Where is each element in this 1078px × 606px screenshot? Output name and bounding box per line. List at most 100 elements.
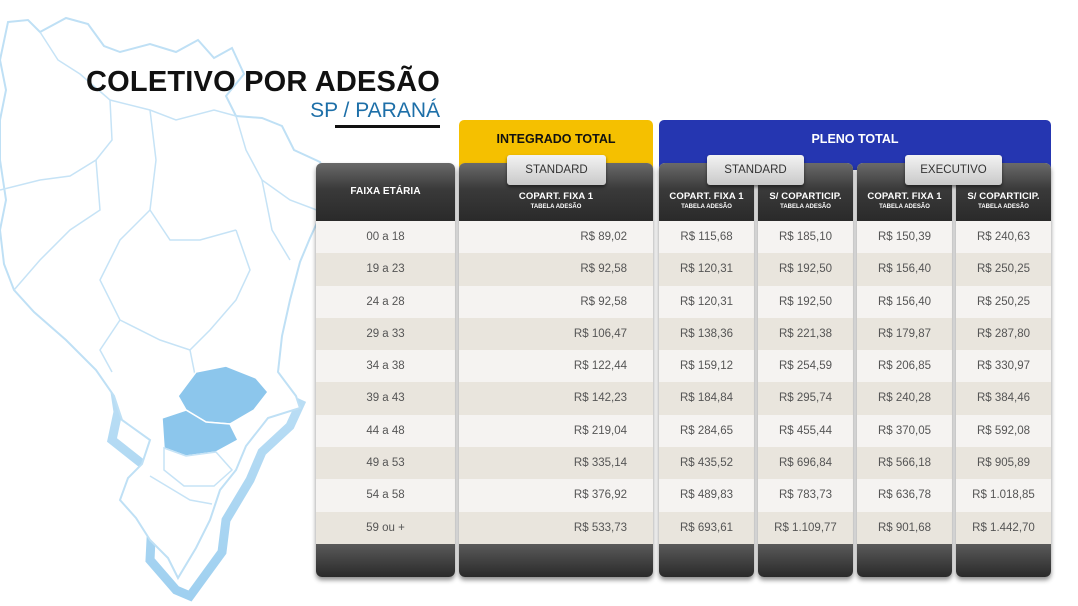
price-cell: R$ 120,31 xyxy=(659,253,754,286)
column-pleno-standard-copart: COPART. FIXA 1 TABELA ADESÃO R$ 115,68 R$… xyxy=(659,163,754,577)
price-cell: R$ 179,87 xyxy=(857,317,952,351)
price-cell: R$ 335,14 xyxy=(459,447,653,480)
price-cell: R$ 901,68 xyxy=(857,511,952,544)
pleno-exe-scopart-sub: TABELA ADESÃO xyxy=(978,204,1029,210)
column-faixa-etaria: FAIXA ETÁRIA 00 a 18 19 a 23 24 a 28 29 a 3… xyxy=(316,163,455,577)
age-range-cell: 29 a 33 xyxy=(316,317,455,351)
pleno-exe-copart-label: COPART. FIXA 1 xyxy=(867,191,942,202)
price-cell: R$ 1.442,70 xyxy=(956,511,1051,544)
pleno-exe-scopart-footer xyxy=(956,544,1051,577)
price-cell: R$ 106,47 xyxy=(459,317,653,351)
pleno-exe-scopart-body: R$ 240,63 R$ 250,25 R$ 250,25 R$ 287,80 R$ 3… xyxy=(956,221,1051,544)
integrado-header-label: COPART. FIXA 1 xyxy=(518,191,594,202)
pleno-exe-copart-sub: TABELA ADESÃO xyxy=(879,204,930,210)
pleno-std-scopart-header: S/ COPARTICIP. TABELA ADESÃO xyxy=(758,163,853,221)
price-cell: R$ 138,36 xyxy=(659,317,754,351)
age-range-cell: 19 a 23 xyxy=(316,253,455,286)
price-cell: R$ 206,85 xyxy=(857,350,952,383)
faixa-header-label: FAIXA ETÁRIA xyxy=(350,186,421,197)
price-cell: R$ 185,10 xyxy=(758,221,853,254)
age-range-cell: 49 a 53 xyxy=(316,447,455,480)
faixa-header: FAIXA ETÁRIA xyxy=(316,163,455,221)
price-cell: R$ 1.109,77 xyxy=(758,511,853,544)
price-cell: R$ 115,68 xyxy=(659,221,754,254)
price-cell: R$ 696,84 xyxy=(758,447,853,480)
title-block: COLETIVO POR ADESÃO SP / PARANÁ xyxy=(86,66,440,128)
faixa-body: 00 a 18 19 a 23 24 a 28 29 a 33 34 a 38 39 a … xyxy=(316,221,455,544)
age-range-cell: 59 ou + xyxy=(316,511,455,544)
band-integrado-label: INTEGRADO TOTAL xyxy=(496,132,616,146)
band-pleno-label: PLENO TOTAL xyxy=(811,132,899,146)
column-pleno-executivo-scopart: S/ COPARTICIP. TABELA ADESÃO R$ 240,63 R$… xyxy=(956,163,1051,577)
price-cell: R$ 92,58 xyxy=(459,285,653,318)
pleno-std-scopart-footer xyxy=(758,544,853,577)
price-cell: R$ 376,92 xyxy=(459,479,653,512)
price-cell: R$ 192,50 xyxy=(758,285,853,318)
brazil-map-icon xyxy=(0,16,330,602)
pleno-exe-scopart-label: S/ COPARTICIP. xyxy=(967,191,1040,202)
price-cell: R$ 120,31 xyxy=(659,285,754,318)
price-cell: R$ 250,25 xyxy=(956,285,1051,318)
tab-pleno-executivo: EXECUTIVO xyxy=(905,155,1002,185)
pleno-std-copart-sub: TABELA ADESÃO xyxy=(681,204,732,210)
column-pleno-executivo-copart: COPART. FIXA 1 TABELA ADESÃO R$ 150,39 R$… xyxy=(857,163,952,577)
integrado-header-sub: TABELA ADESÃO xyxy=(530,204,582,210)
age-range-cell: 39 a 43 xyxy=(316,382,455,415)
pleno-std-scopart-body: R$ 185,10 R$ 192,50 R$ 192,50 R$ 221,38 R$ 2… xyxy=(758,221,853,544)
integrado-footer xyxy=(459,544,653,577)
price-cell: R$ 221,38 xyxy=(758,317,853,351)
price-cell: R$ 566,18 xyxy=(857,447,952,480)
column-integrado-standard: COPART. FIXA 1 TABELA ADESÃO R$ 89,02 R$ … xyxy=(459,163,653,577)
pleno-std-copart-label: COPART. FIXA 1 xyxy=(669,191,744,202)
price-cell: R$ 783,73 xyxy=(758,479,853,512)
price-cell: R$ 435,52 xyxy=(659,447,754,480)
price-cell: R$ 489,83 xyxy=(659,479,754,512)
pleno-std-scopart-label: S/ COPARTICIP. xyxy=(769,191,842,202)
page-subtitle: SP / PARANÁ xyxy=(310,99,440,122)
faixa-footer xyxy=(316,544,455,577)
price-cell: R$ 240,28 xyxy=(857,382,952,415)
price-cell: R$ 156,40 xyxy=(857,285,952,318)
price-cell: R$ 240,63 xyxy=(956,221,1051,254)
price-cell: R$ 159,12 xyxy=(659,350,754,383)
age-range-cell: 00 a 18 xyxy=(316,221,455,254)
pleno-exe-copart-footer xyxy=(857,544,952,577)
page-title: COLETIVO POR ADESÃO xyxy=(86,66,440,98)
age-range-cell: 34 a 38 xyxy=(316,350,455,383)
age-range-cell: 44 a 48 xyxy=(316,414,455,448)
price-cell: R$ 287,80 xyxy=(956,317,1051,351)
price-cell: R$ 254,59 xyxy=(758,350,853,383)
price-cell: R$ 1.018,85 xyxy=(956,479,1051,512)
price-cell: R$ 370,05 xyxy=(857,414,952,448)
pleno-std-copart-footer xyxy=(659,544,754,577)
price-cell: R$ 384,46 xyxy=(956,382,1051,415)
price-cell: R$ 295,74 xyxy=(758,382,853,415)
price-cell: R$ 89,02 xyxy=(459,221,653,254)
price-cell: R$ 184,84 xyxy=(659,382,754,415)
price-cell: R$ 122,44 xyxy=(459,350,653,383)
title-underline xyxy=(335,125,440,128)
price-cell: R$ 636,78 xyxy=(857,479,952,512)
price-cell: R$ 330,97 xyxy=(956,350,1051,383)
age-range-cell: 54 a 58 xyxy=(316,479,455,512)
sp-state xyxy=(177,365,269,425)
price-cell: R$ 142,23 xyxy=(459,382,653,415)
price-cell: R$ 455,44 xyxy=(758,414,853,448)
price-cell: R$ 150,39 xyxy=(857,221,952,254)
column-pleno-standard-scopart: S/ COPARTICIP. TABELA ADESÃO R$ 185,10 R$… xyxy=(758,163,853,577)
price-cell: R$ 156,40 xyxy=(857,253,952,286)
price-cell: R$ 905,89 xyxy=(956,447,1051,480)
price-cell: R$ 533,73 xyxy=(459,511,653,544)
age-range-cell: 24 a 28 xyxy=(316,285,455,318)
tab-pleno-standard: STANDARD xyxy=(707,155,804,185)
pleno-std-copart-body: R$ 115,68 R$ 120,31 R$ 120,31 R$ 138,36 R$ 1… xyxy=(659,221,754,544)
price-cell: R$ 92,58 xyxy=(459,253,653,286)
integrado-body: R$ 89,02 R$ 92,58 R$ 92,58 R$ 106,47 R$ 122,… xyxy=(459,221,653,544)
price-cell: R$ 192,50 xyxy=(758,253,853,286)
pleno-std-scopart-sub: TABELA ADESÃO xyxy=(780,204,831,210)
tab-integrado-standard: STANDARD xyxy=(507,155,606,185)
pleno-exe-copart-body: R$ 150,39 R$ 156,40 R$ 156,40 R$ 179,87 R$ 2… xyxy=(857,221,952,544)
price-cell: R$ 250,25 xyxy=(956,253,1051,286)
price-cell: R$ 592,08 xyxy=(956,414,1051,448)
brazil-outline xyxy=(0,16,330,581)
